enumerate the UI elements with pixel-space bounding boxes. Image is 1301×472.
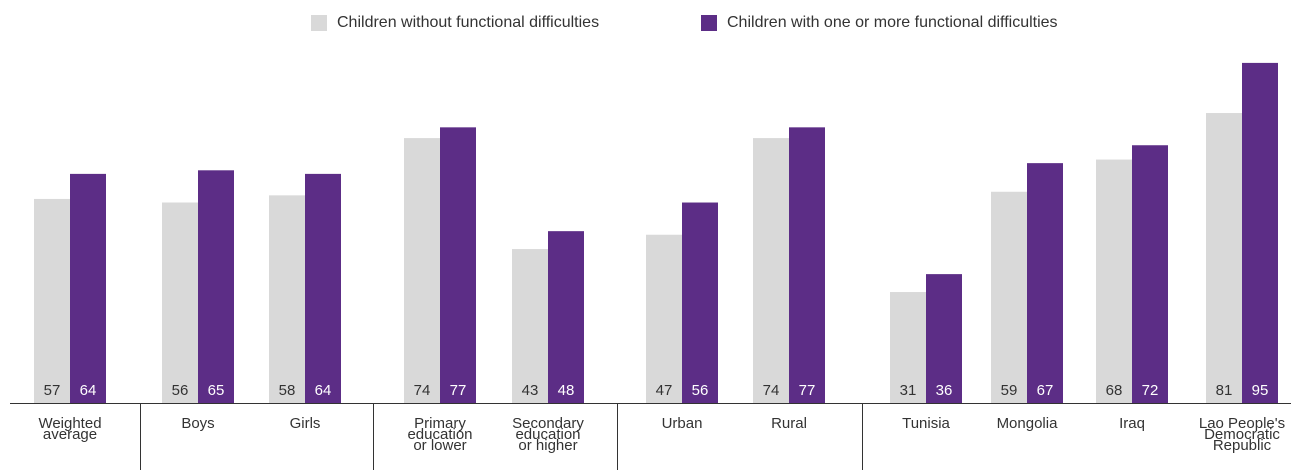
bar-without-0 xyxy=(34,198,70,403)
category-label-10: Lao People's Democratic Republic xyxy=(1199,415,1285,454)
value-label-without-10: 81 xyxy=(1216,382,1233,399)
bar-with-6 xyxy=(789,127,825,403)
value-label-with-4: 48 xyxy=(558,382,575,399)
value-label-without-4: 43 xyxy=(522,382,539,399)
value-label-with-2: 64 xyxy=(315,382,332,399)
bar-with-9 xyxy=(1132,145,1168,404)
bar-without-2 xyxy=(269,195,305,403)
category-label-7: Tunisia xyxy=(902,415,950,432)
bar-without-10 xyxy=(1206,113,1242,404)
bar-with-2 xyxy=(305,173,341,403)
value-label-without-6: 74 xyxy=(763,382,780,399)
legend-item-with: Children with one or more functional dif… xyxy=(701,14,1058,32)
bar-without-7 xyxy=(890,292,926,403)
value-label-without-0: 57 xyxy=(44,382,61,399)
bar-with-5 xyxy=(682,202,718,403)
value-label-with-3: 77 xyxy=(450,382,467,399)
legend-swatch-with xyxy=(701,15,717,31)
bar-with-10 xyxy=(1242,62,1278,404)
category-label-5: Urban xyxy=(662,415,703,432)
legend-label-with: Children with one or more functional dif… xyxy=(727,14,1058,31)
bar-without-4 xyxy=(512,249,548,403)
value-label-with-7: 36 xyxy=(936,382,953,399)
category-label-9: Iraq xyxy=(1119,415,1145,432)
value-label-without-2: 58 xyxy=(279,382,296,399)
legend-item-without: Children without functional difficulties xyxy=(311,14,599,32)
bar-without-9 xyxy=(1096,159,1132,403)
chart-legend: Children without functional difficulties… xyxy=(0,14,1301,36)
category-label-2: Girls xyxy=(290,415,321,432)
bar-without-6 xyxy=(753,138,789,403)
value-label-without-3: 74 xyxy=(414,382,431,399)
value-label-with-1: 65 xyxy=(208,382,225,399)
category-label-8: Mongolia xyxy=(997,415,1059,432)
legend-label-without: Children without functional difficulties xyxy=(337,14,600,31)
bar-with-0 xyxy=(70,173,106,403)
bar-without-3 xyxy=(404,138,440,403)
category-label-1: Boys xyxy=(181,415,214,432)
value-label-with-5: 56 xyxy=(692,382,709,399)
value-label-with-0: 64 xyxy=(80,382,97,399)
value-label-without-5: 47 xyxy=(656,382,673,399)
category-label-3: Primary education or lower xyxy=(407,415,472,454)
bar-without-5 xyxy=(646,234,682,403)
bar-with-7 xyxy=(926,274,962,403)
category-label-0: Weighted average xyxy=(38,415,101,443)
bar-with-3 xyxy=(440,127,476,403)
legend-swatch-without xyxy=(311,15,327,31)
bar-with-1 xyxy=(198,170,234,403)
category-label-4: Secondary education or higher xyxy=(512,415,584,454)
bar-with-8 xyxy=(1027,163,1063,403)
value-label-with-9: 72 xyxy=(1142,382,1159,399)
value-label-without-9: 68 xyxy=(1106,382,1123,399)
category-label-6: Rural xyxy=(771,415,807,432)
value-label-without-8: 59 xyxy=(1001,382,1018,399)
value-label-without-1: 56 xyxy=(172,382,189,399)
value-label-with-6: 77 xyxy=(799,382,816,399)
bar-without-1 xyxy=(162,202,198,403)
bar-with-4 xyxy=(548,231,584,403)
value-label-with-10: 95 xyxy=(1252,382,1269,399)
bar-without-8 xyxy=(991,191,1027,403)
value-label-without-7: 31 xyxy=(900,382,917,399)
value-label-with-8: 67 xyxy=(1037,382,1054,399)
